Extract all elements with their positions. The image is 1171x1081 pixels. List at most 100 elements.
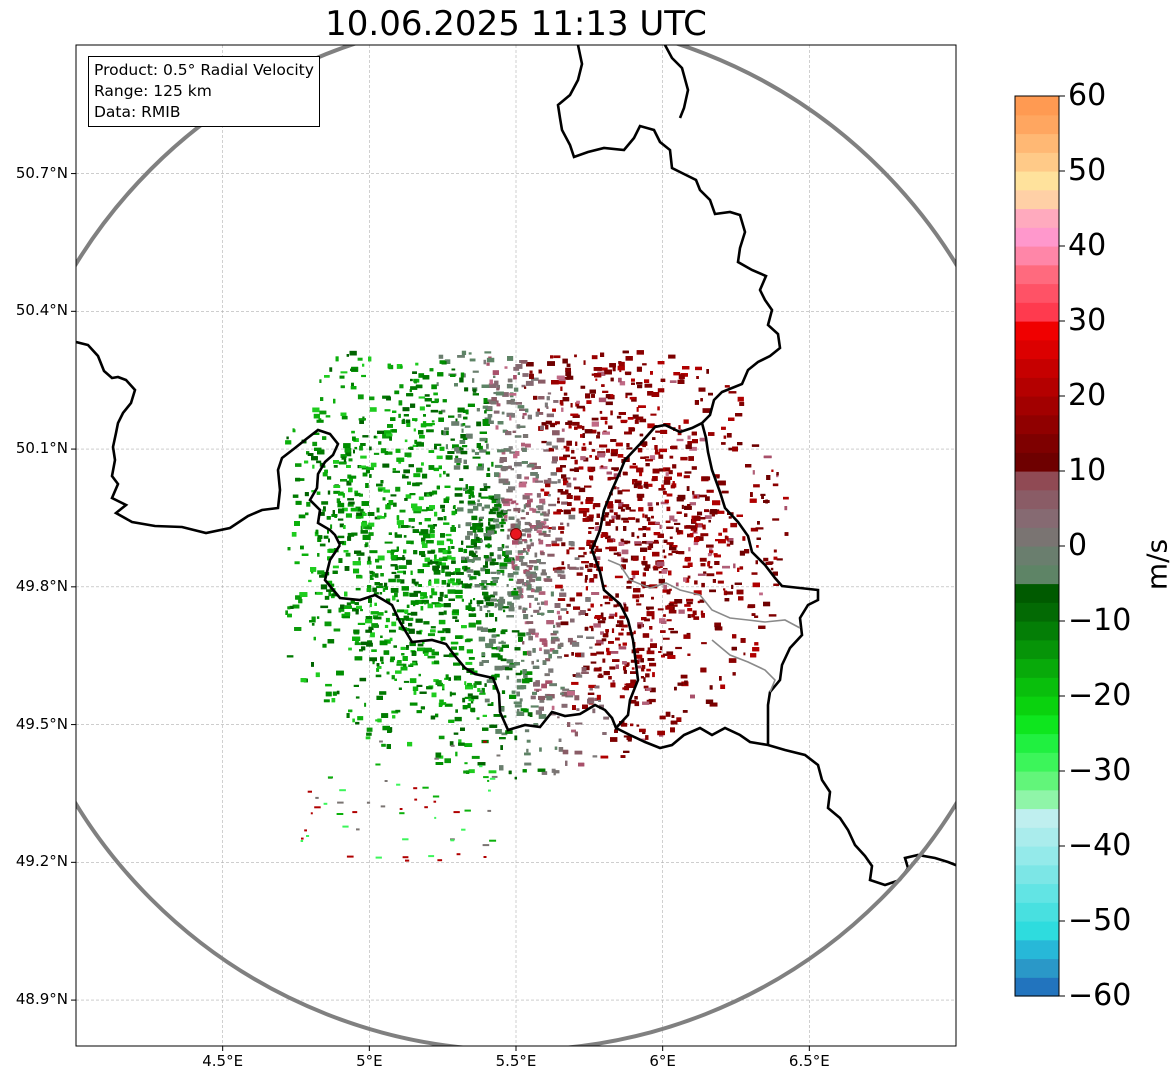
echo-gate [504,366,508,369]
echo-gate [369,570,374,575]
colorbar-segment [1015,152,1059,172]
echo-gate [685,444,692,449]
echo-gate [491,461,494,467]
echo-gate [663,539,668,543]
echo-gate [453,811,460,814]
echo-gate [600,534,603,538]
echo-gate [396,599,399,602]
echo-gate [521,442,525,447]
echo-gate [604,512,610,516]
echo-gate [728,516,732,519]
echo-gate [526,621,534,624]
echo-gate [355,639,359,643]
echo-gate [516,474,522,479]
echo-gate [324,621,332,627]
echo-gate [380,480,384,484]
echo-gate [615,637,620,641]
echo-gate [670,446,676,449]
echo-gate [559,400,564,405]
echo-gate [549,648,555,652]
echo-gate [541,771,548,775]
echo-gate [550,591,554,597]
echo-gate [359,649,363,652]
echo-gate [565,367,571,372]
echo-gate [677,530,682,534]
echo-gate [706,544,714,548]
echo-gate [731,646,737,651]
echo-gate [341,415,348,420]
echo-gate [534,527,538,531]
echo-gate [467,403,475,407]
info-product: Product: 0.5° Radial Velocity [94,61,314,79]
echo-gate [462,666,465,670]
echo-gate [602,732,607,735]
echo-gate [507,573,514,578]
echo-gate [329,367,333,372]
echo-gate [521,550,524,553]
echo-gate [286,436,289,440]
echo-gate [739,566,744,570]
echo-gate [455,418,458,424]
echo-gate [585,517,594,522]
echo-gate [369,550,378,554]
echo-gate [494,380,499,386]
echo-gate [485,560,488,566]
echo-gate [610,682,616,688]
echo-gate [368,626,374,631]
echo-gate [491,558,496,562]
echo-gate [377,666,382,669]
echo-gate [522,678,530,684]
echo-gate [435,713,439,718]
echo-gate [656,502,659,506]
echo-gate [504,518,508,522]
echo-gate [483,776,489,779]
echo-gate [346,354,349,357]
echo-gate [570,456,576,459]
echo-gate [453,675,462,681]
echo-gate [474,546,481,550]
echo-gate [568,425,572,429]
echo-gate [617,620,624,624]
echo-gate [348,709,353,713]
echo-gate [515,672,521,676]
echo-gate [455,455,459,460]
echo-gate [468,657,475,660]
echo-gate [512,430,516,433]
echo-gate [409,641,416,647]
echo-gate [388,532,392,535]
echo-gate [496,388,500,391]
echo-gate [316,616,320,619]
echo-gate [528,565,533,570]
colorbar-segment [1015,339,1059,360]
echo-gate [408,664,414,667]
echo-gate [406,645,409,649]
echo-gate [304,492,309,497]
colorbar-segment [1015,358,1059,378]
echo-gate [354,446,358,450]
echo-gate [589,578,594,582]
echo-gate [540,488,545,492]
echo-gate [524,386,527,389]
echo-gate [675,582,679,587]
echo-gate [539,647,542,651]
echo-gate [362,363,365,367]
echo-gate [461,558,468,563]
echo-gate [394,574,400,579]
echo-gate [314,806,321,809]
echo-gate [358,418,366,421]
echo-gate [649,662,657,667]
echo-gate [513,375,517,380]
echo-gate [473,683,477,688]
echo-gate [428,450,435,453]
echo-gate [462,566,465,570]
echo-gate [694,580,698,585]
echo-gate [337,535,345,539]
echo-gate [444,427,449,430]
echo-gate [422,641,425,644]
echo-gate [427,603,433,609]
echo-gate [473,570,480,576]
echo-gate [456,652,459,656]
echo-gate [530,542,534,547]
echo-gate [414,583,418,587]
